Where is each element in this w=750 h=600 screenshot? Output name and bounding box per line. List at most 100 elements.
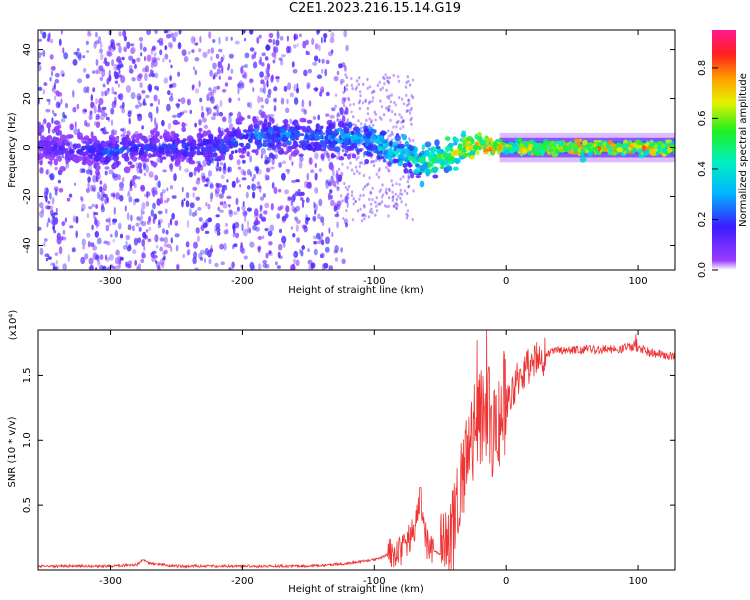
- spectrogram-ridge-mark: [228, 153, 234, 161]
- spectrogram-noise-mark: [94, 121, 97, 126]
- spectrogram-noise-mark: [368, 176, 371, 180]
- spectrogram-noise-mark: [53, 90, 59, 95]
- spectrogram-noise-mark: [202, 159, 207, 167]
- spectrogram-noise-mark: [255, 226, 260, 232]
- spectrogram-ridge-mark: [319, 125, 324, 130]
- spectrogram-ridge-mark: [446, 165, 453, 171]
- spectrogram-noise-mark: [249, 30, 254, 35]
- spectrogram-noise-mark: [263, 82, 266, 89]
- spectrogram-noise-mark: [62, 229, 66, 235]
- spectrogram-noise-mark: [207, 217, 212, 223]
- spectrogram-ridge-mark: [453, 142, 458, 146]
- spectrogram-noise-mark: [263, 210, 268, 215]
- spectrogram-noise-mark: [90, 101, 95, 109]
- spectrogram-noise-mark: [137, 176, 141, 180]
- spectrogram-noise-mark: [301, 245, 306, 250]
- spectrogram-ridge-mark: [370, 134, 377, 142]
- spectrogram-noise-mark: [387, 79, 390, 84]
- spectrogram-ridge-mark: [393, 145, 397, 152]
- spectrogram-noise-mark: [391, 198, 395, 203]
- spectrogram-noise-mark: [88, 114, 93, 121]
- spectrogram-noise-mark: [380, 105, 384, 109]
- spectrogram-noise-mark: [372, 123, 375, 127]
- spectrogram-ridge-mark: [415, 175, 421, 179]
- spectrogram-noise-mark: [151, 73, 156, 78]
- spectrogram-noise-mark: [136, 216, 142, 221]
- spectrogram-noise-mark: [330, 32, 335, 39]
- spectrogram-noise-mark: [352, 123, 355, 127]
- spectrogram-noise-mark: [406, 209, 410, 213]
- spectrogram-ridge-mark: [428, 152, 434, 159]
- spectrogram-noise-mark: [396, 203, 399, 207]
- spectrogram-noise-mark: [366, 112, 370, 116]
- spectrogram-noise-mark: [218, 75, 221, 80]
- spectrogram-ridge-mark: [262, 139, 268, 144]
- spectrogram-ridge-mark: [336, 127, 343, 132]
- spectrogram-noise-mark: [150, 209, 154, 217]
- spectrogram-noise-mark: [406, 75, 409, 79]
- spectrogram-noise-mark: [392, 73, 395, 78]
- spectrogram-noise-mark: [382, 75, 385, 79]
- spectrogram-noise-mark: [83, 67, 87, 73]
- spectrogram-noise-mark: [122, 30, 127, 37]
- spectrogram-ridge-mark: [315, 144, 322, 151]
- spectrogram-noise-mark: [92, 87, 96, 93]
- spectrogram-ridge-mark: [131, 138, 136, 145]
- spectrogram-noise-mark: [358, 197, 361, 201]
- spectrogram-ridge-mark: [253, 127, 259, 134]
- spectrogram-noise-mark: [137, 95, 142, 100]
- spectrogram-noise-mark: [168, 59, 171, 63]
- spectrogram-noise-mark: [154, 190, 158, 196]
- spectrogram-noise-mark: [230, 36, 233, 41]
- spectrogram-noise-mark: [54, 167, 58, 171]
- spectrogram-noise-mark: [259, 97, 264, 103]
- spectrogram-noise-mark: [260, 147, 266, 155]
- spectrogram-noise-mark: [273, 105, 277, 112]
- spectrogram-x-tick-label: 0: [503, 276, 509, 287]
- spectrogram-noise-mark: [298, 161, 303, 169]
- spectrogram-noise-mark: [40, 52, 43, 56]
- spectrogram-noise-mark: [279, 228, 282, 234]
- colorbar-tick-label: 0.4: [697, 161, 708, 177]
- snr-x-tick-label: -300: [99, 576, 122, 587]
- spectrogram-noise-mark: [195, 196, 200, 201]
- spectrogram-noise-mark: [86, 169, 92, 175]
- spectrogram-noise-mark: [223, 242, 227, 251]
- spectrogram-noise-mark: [268, 38, 273, 43]
- spectrogram-ridge-mark: [465, 146, 469, 152]
- spectrogram-ridge-mark: [182, 138, 187, 142]
- spectrogram-ridge-mark: [346, 135, 352, 139]
- spectrogram-ridge-mark: [216, 145, 221, 151]
- spectrogram-noise-mark: [301, 201, 305, 209]
- spectrogram-ridge-mark: [452, 166, 459, 171]
- spectrogram-noise-mark: [55, 260, 58, 265]
- spectrogram-noise-mark: [334, 202, 337, 206]
- spectrogram-noise-mark: [336, 204, 339, 208]
- spectrogram-noise-mark: [145, 164, 149, 173]
- spectrogram-noise-mark: [38, 226, 42, 231]
- spectrogram-noise-mark: [344, 73, 347, 77]
- spectrogram-ridge-mark: [571, 143, 578, 147]
- spectrogram-noise-mark: [317, 213, 321, 220]
- spectrogram-noise-mark: [406, 109, 410, 113]
- spectrogram-noise-mark: [260, 62, 265, 67]
- spectrogram-noise-mark: [57, 92, 63, 97]
- spectrogram-noise-mark: [99, 264, 104, 270]
- spectrogram-noise-mark: [90, 184, 94, 192]
- spectrogram-noise-mark: [371, 211, 374, 215]
- spectrogram-noise-mark: [378, 80, 381, 84]
- spectrogram-noise-mark: [89, 264, 94, 270]
- spectrogram-noise-mark: [347, 196, 350, 200]
- spectrogram-noise-mark: [215, 227, 221, 232]
- spectrogram-noise-mark: [313, 248, 318, 256]
- spectrogram-noise-mark: [355, 85, 358, 89]
- spectrogram-noise-mark: [365, 183, 369, 187]
- colorbar-gradient: [712, 30, 736, 270]
- spectrogram-noise-mark: [389, 118, 392, 122]
- spectrogram-noise-mark: [46, 98, 51, 102]
- spectrogram-noise-mark: [357, 119, 360, 123]
- spectrogram-ridge-mark: [221, 148, 229, 152]
- spectrogram-noise-mark: [384, 73, 387, 77]
- spectrogram-noise-mark: [387, 108, 390, 112]
- spectrogram-noise-mark: [175, 244, 179, 252]
